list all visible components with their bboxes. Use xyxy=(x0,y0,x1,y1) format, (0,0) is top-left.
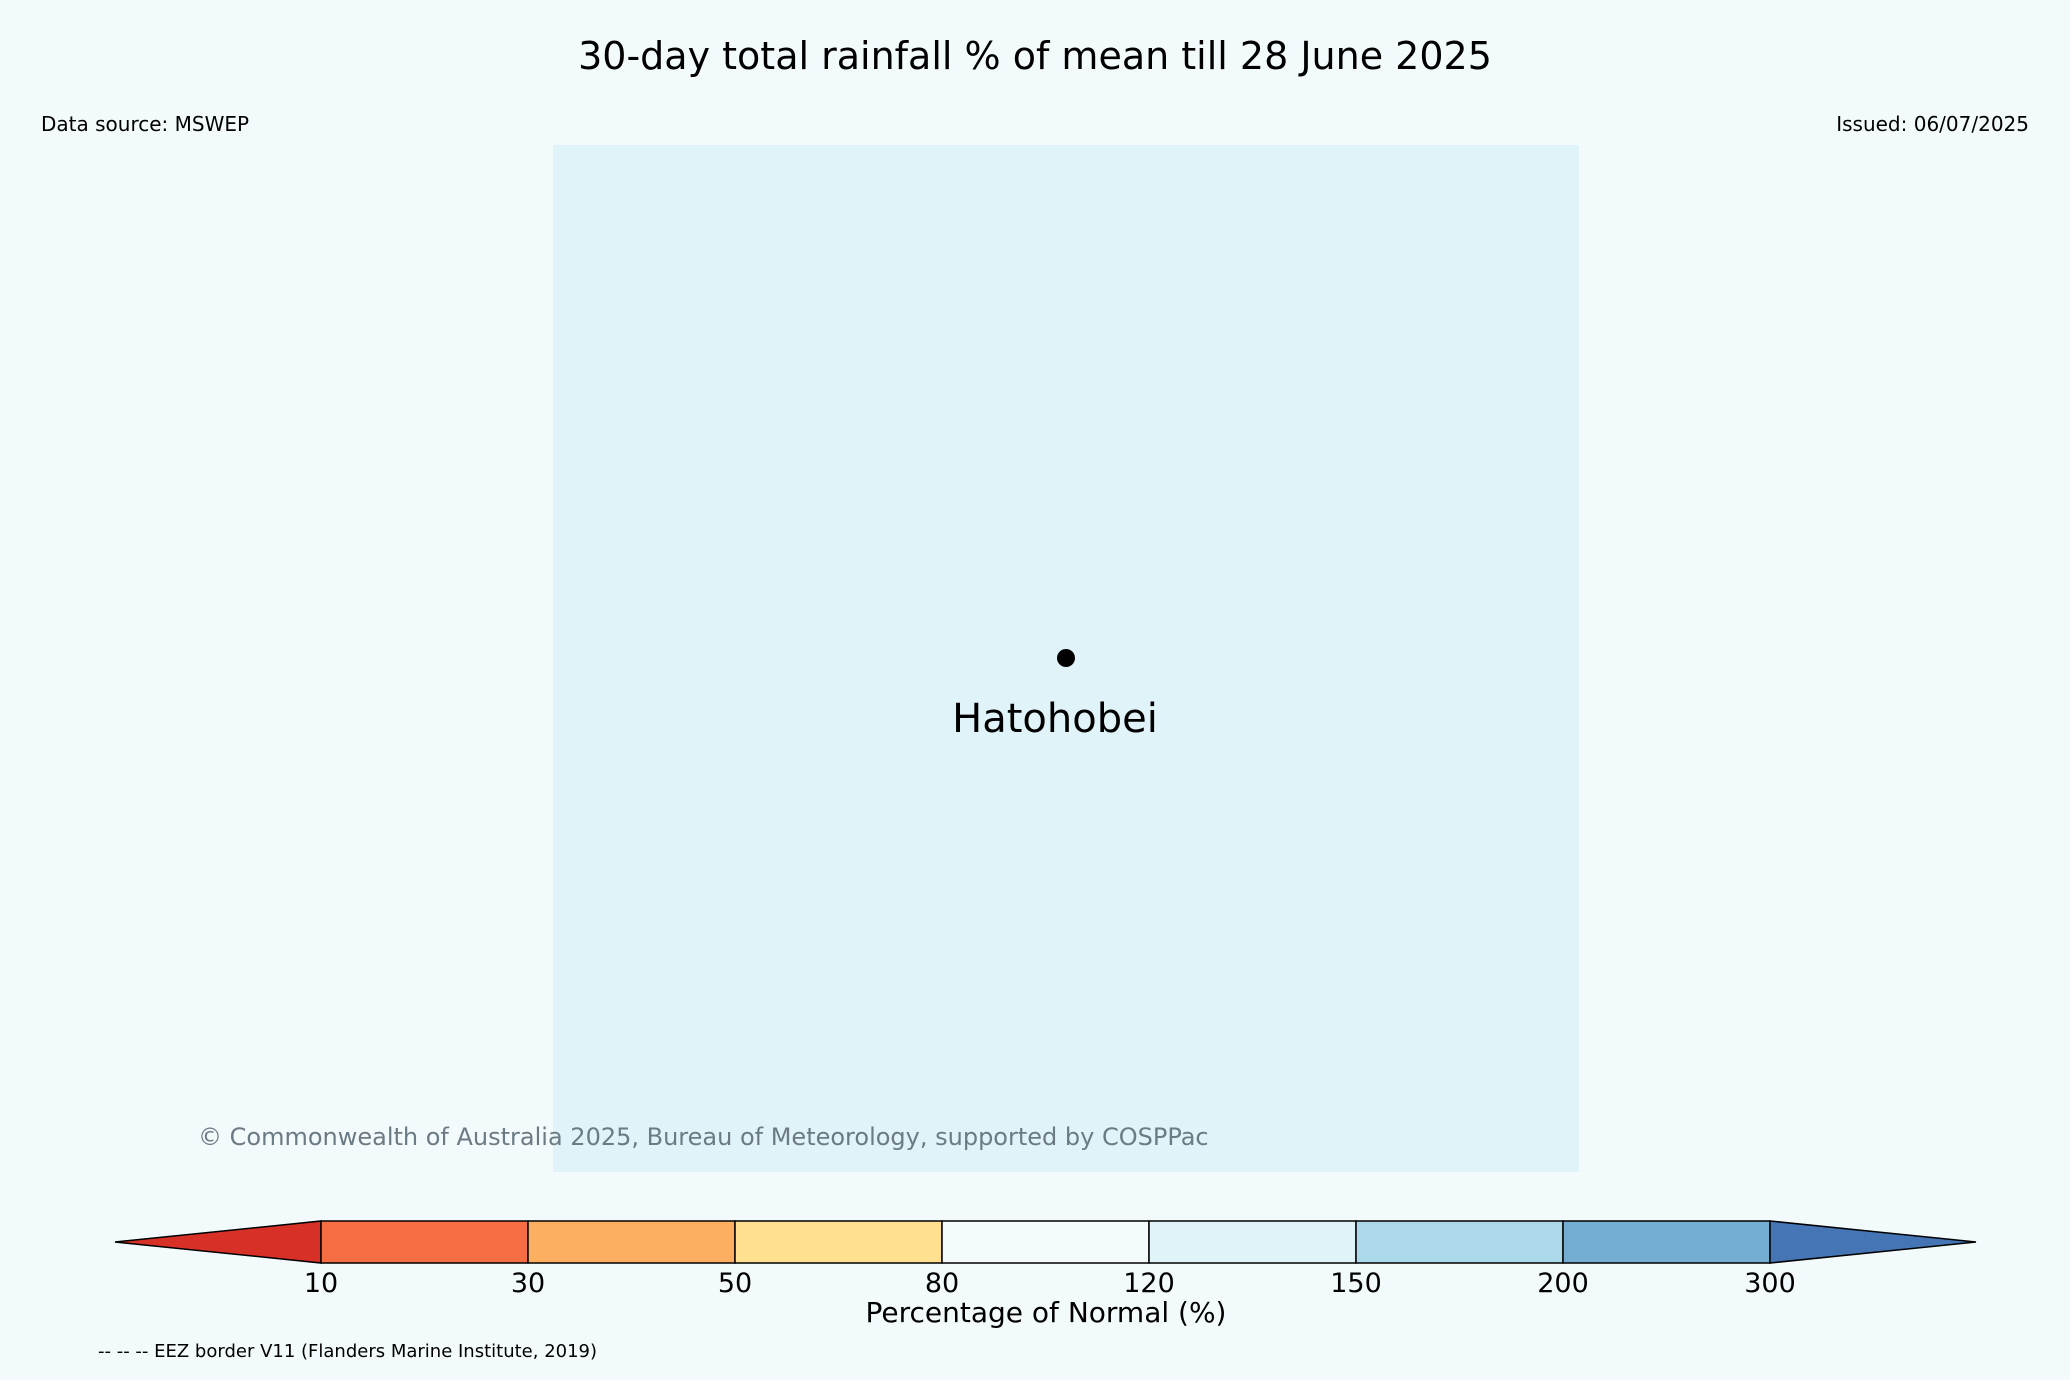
issued-date-label: Issued: 06/07/2025 xyxy=(1836,112,2029,136)
colorbar-tick-80: 80 xyxy=(925,1268,959,1299)
colorbar-segment-30-50 xyxy=(527,1220,736,1264)
colorbar-tick-200: 200 xyxy=(1537,1268,1589,1299)
data-source-label: Data source: MSWEP xyxy=(41,112,250,136)
colorbar-tick-150: 150 xyxy=(1330,1268,1382,1299)
colorbar-axis-label: Percentage of Normal (%) xyxy=(865,1296,1227,1329)
colorbar-segment-50-80 xyxy=(734,1220,943,1264)
colorbar-legend: 10 30 50 80 120 150 200 300 xyxy=(114,1220,1977,1299)
colorbar-tick-50: 50 xyxy=(718,1268,752,1299)
colorbar-extend-high xyxy=(1769,1220,1977,1264)
colorbar-segment-120-150 xyxy=(1148,1220,1357,1264)
colorbar-tick-10: 10 xyxy=(304,1268,338,1299)
colorbar-tick-30: 30 xyxy=(511,1268,545,1299)
eez-border-note: -- -- -- EEZ border V11 (Flanders Marine… xyxy=(98,1341,598,1362)
colorbar-segment-80-120 xyxy=(941,1220,1150,1264)
place-label-hatohobei: Hatohobei xyxy=(952,696,1158,742)
colorbar-tick-120: 120 xyxy=(1123,1268,1175,1299)
colorbar-segment-10-30 xyxy=(320,1220,529,1264)
location-dot-icon xyxy=(1057,649,1075,667)
colorbar-segment-200-300 xyxy=(1562,1220,1771,1264)
colorbar-tick-300: 300 xyxy=(1744,1268,1796,1299)
copyright-notice: © Commonwealth of Australia 2025, Bureau… xyxy=(198,1123,1209,1151)
colorbar-segment-150-200 xyxy=(1355,1220,1564,1264)
map-title: 30-day total rainfall % of mean till 28 … xyxy=(578,34,1492,78)
colorbar-extend-low xyxy=(114,1220,322,1264)
